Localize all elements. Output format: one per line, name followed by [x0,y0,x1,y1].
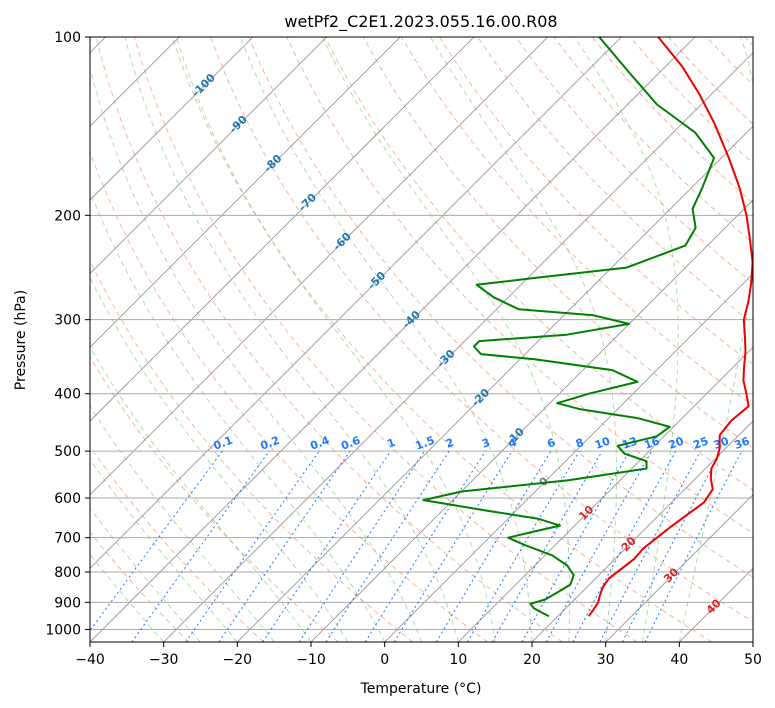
mixing-ratio-label: 25 [691,435,710,452]
y-tick-label: 600 [54,491,81,507]
dewpoint-profile [422,37,715,618]
mixing-ratio-label: 10 [593,434,612,452]
isotherm-line [458,346,753,642]
x-tick-label: 40 [670,652,688,668]
mixing-ratio-label: 20 [667,434,686,452]
y-tick-label: 700 [54,531,81,547]
mixing-ratio-line [364,450,486,642]
mixing-ratio-label: 2 [444,436,456,451]
moist-adiabat-line [430,37,617,642]
y-tick-label: 200 [54,208,81,224]
isotherm-line [310,199,753,642]
mixing-ratio-line [298,450,425,642]
mixing-ratio-line [393,450,513,642]
y-tick-label: 1000 [45,622,81,638]
plot-frame [89,36,754,643]
isotherm-line [237,125,753,642]
y-axis-label: Pressure (hPa) [13,290,29,390]
moist-adiabat-line [90,458,238,642]
mixing-ratio-label: 4 [507,436,519,451]
mixing-ratio-line [90,450,223,632]
x-tick-label: 10 [449,652,467,668]
y-tick-label: 100 [54,30,81,46]
dry-adiabat-line [90,445,264,642]
x-tick-label: 50 [744,652,762,668]
mixing-ratio-label: 36 [733,434,752,452]
y-tick-label: 900 [54,595,81,611]
isotherm-line [90,37,327,275]
mixing-ratio-line [131,450,270,642]
moist-adiabat-line [90,276,349,642]
mixing-ratio-line [185,450,320,642]
axes: −40 −30 −20 −10 0 10 20 30 40 5010020030040050060… [45,30,762,668]
x-tick-label: −40 [75,652,105,668]
y-tick-label: 300 [54,313,81,329]
isotherm-line [605,494,753,642]
isotherm-line [163,52,753,642]
mixing-ratio-label: 3 [480,436,492,451]
dry-adiabat-line [248,37,753,578]
mixing-ratio-label: 0.6 [339,434,362,453]
mixing-ratio-label: 30 [712,434,731,452]
temperature-profile [587,37,753,617]
mixing-ratio-line [572,450,677,642]
mixing-ratio-line [435,450,552,642]
moist-adiabat-line [90,507,201,642]
isotherm-line [90,37,475,422]
moist-adiabat-line [90,405,275,642]
mixing-ratio-label: 6 [545,436,557,451]
x-tick-label: −30 [149,652,179,668]
mixing-ratio-label: 8 [574,436,586,451]
moist-adiabat-line [124,37,459,642]
isotherm-line [531,420,753,642]
isotherm-line [90,37,622,569]
x-axis-label: Temperature (°C) [360,681,482,697]
mixing-ratio-label: 1.5 [414,434,437,453]
x-tick-label: 20 [523,652,541,668]
isotherm-line [90,37,548,496]
dry-adiabat-line [90,531,190,642]
mixing-ratio-label: 1 [385,436,397,451]
moist-adiabat-line [322,37,571,642]
dry-adiabat-line [438,37,753,366]
dry-adiabat-line [210,37,753,623]
mixing-ratio-line [644,450,743,642]
moist-adiabat-line [90,189,386,642]
y-tick-label: 400 [54,387,81,403]
mixing-ratio-label: 0.1 [212,434,235,453]
moist-adiabat-line [175,37,496,642]
isotherm-line [384,273,753,642]
mixing-ratio-line [325,450,450,642]
y-tick-label: 500 [54,444,81,460]
mixing-ratio-label: 0.4 [309,434,332,453]
x-tick-label: −20 [223,652,253,668]
mixing-ratio-line [491,450,603,642]
isotherm-line [90,37,696,642]
mixing-ratio-line [599,450,701,642]
mixing-ratio-line [467,450,580,642]
mixing-ratio-label: 0.2 [259,434,282,453]
x-tick-label: −10 [296,652,326,668]
dry-adiabat-line [400,37,753,407]
chart-title: wetPf2_C2E1.2023.055.16.00.R08 [284,12,557,32]
moist-adiabat-line [574,37,679,642]
dry-adiabat-line [133,37,638,642]
isotherm-line [90,37,401,348]
mixing-ratio-line [545,450,653,642]
x-tick-label: 30 [597,652,615,668]
dry-adiabat-line [95,37,563,642]
isotherm-line [90,37,254,201]
dry-adiabat-line [90,150,488,642]
moist-adiabat-line [90,345,312,642]
mixing-ratio-line [621,450,722,642]
mixing-ratio-line [521,450,630,642]
moist-adiabat-line [90,65,422,642]
moist-adiabat-line [90,553,165,642]
y-tick-label: 800 [54,565,81,581]
x-tick-label: 0 [380,652,389,668]
